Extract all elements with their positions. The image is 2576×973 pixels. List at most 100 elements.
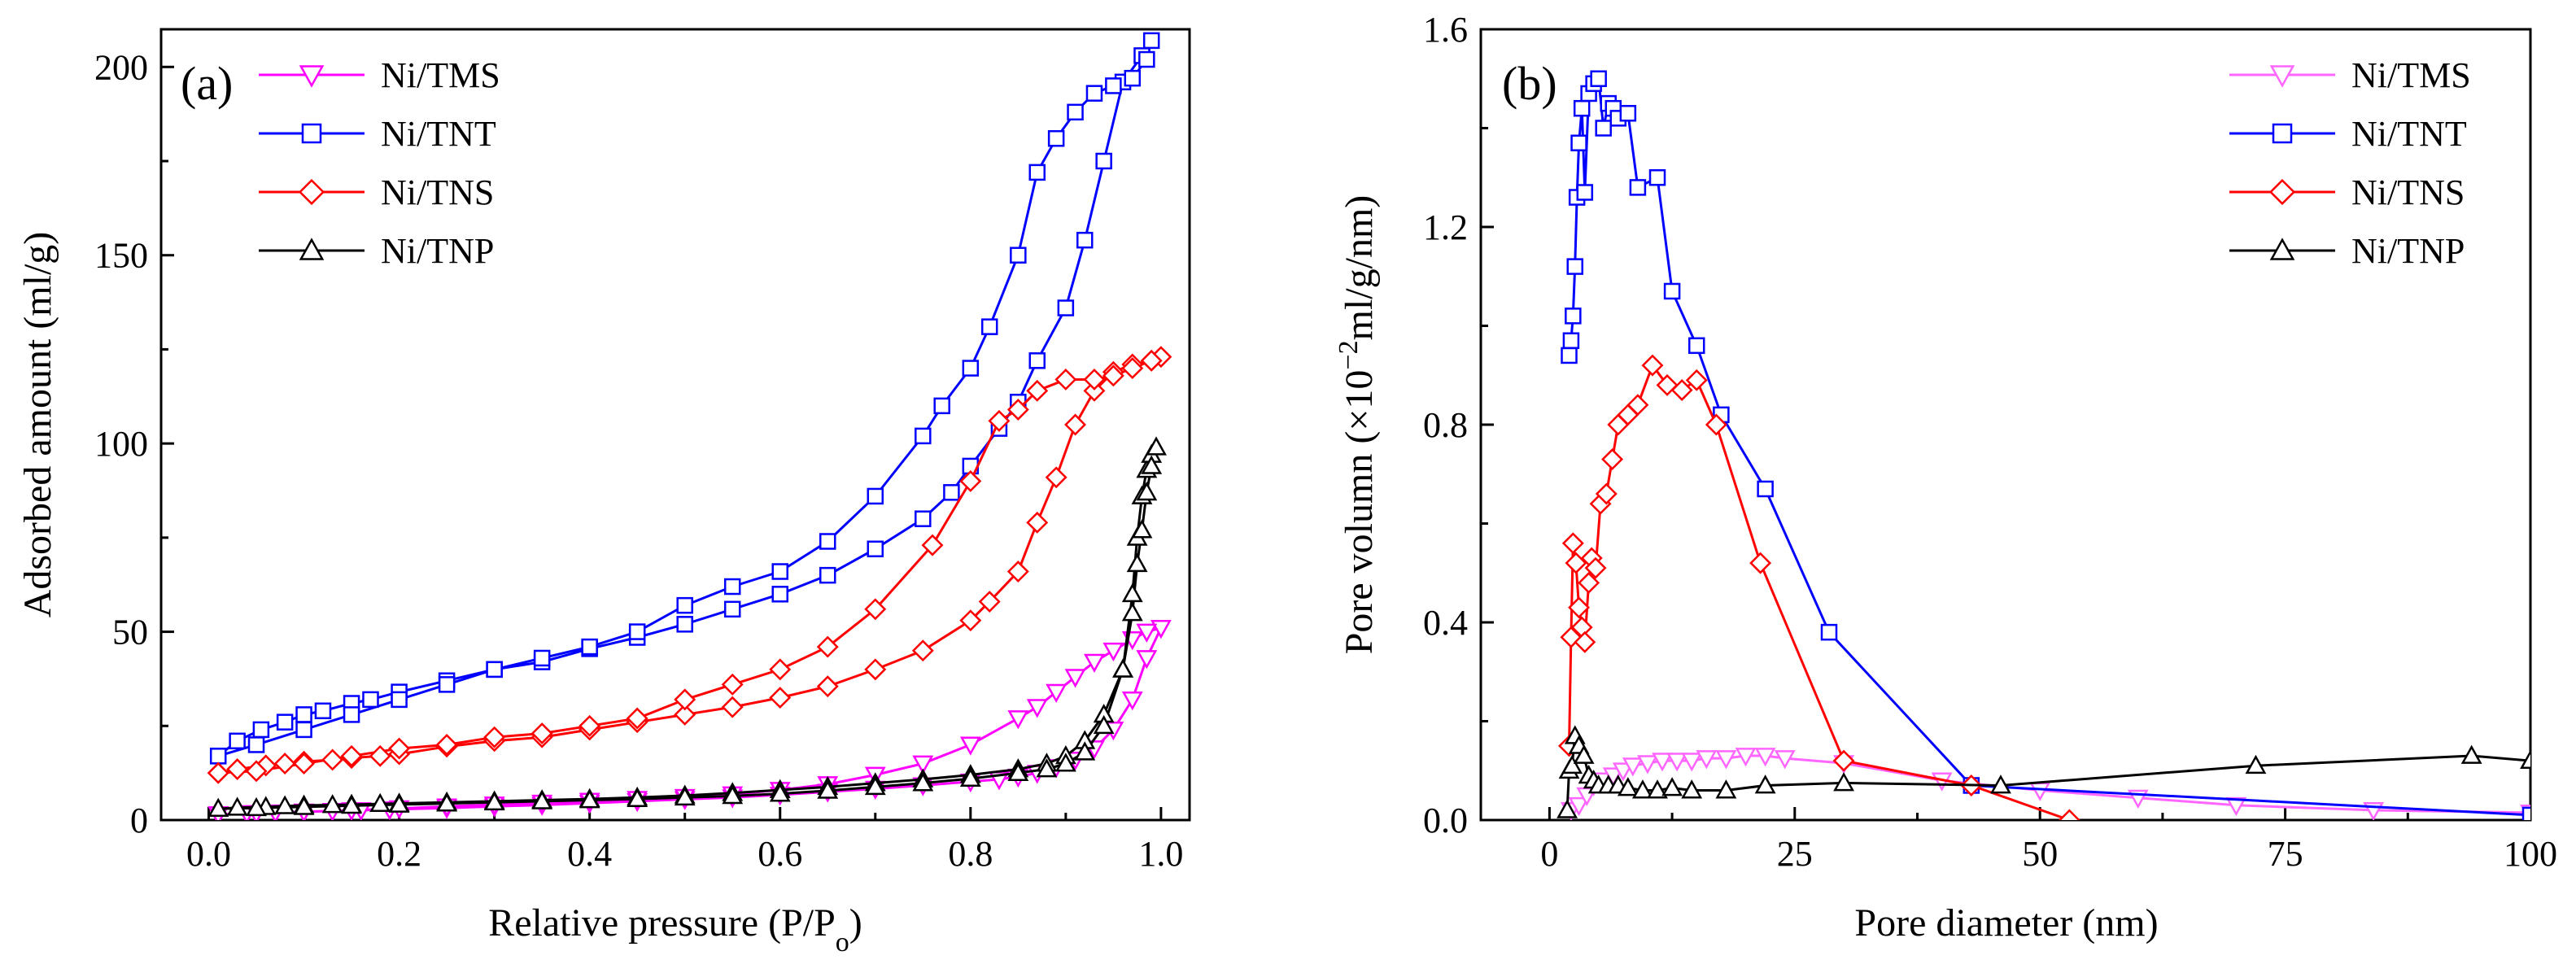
data-point-ni-tnp xyxy=(2520,749,2530,769)
legend-item-ni-tms: Ni/TMS xyxy=(2229,55,2471,95)
data-point-ni-tnt xyxy=(1067,103,1084,121)
data-point-ni-tns xyxy=(1560,626,1583,648)
data-point-ni-tnt xyxy=(1570,134,1587,151)
data-point-ni-tnt xyxy=(962,360,980,377)
data-point-ni-tns xyxy=(1083,379,1106,402)
data-point-ni-tnp xyxy=(769,783,791,802)
data-point-ni-tnt xyxy=(915,510,932,527)
data-point-ni-tns xyxy=(721,673,744,696)
data-point-ni-tnt xyxy=(1566,258,1583,275)
data-point-ni-tms xyxy=(1150,620,1172,639)
data-point-ni-tns xyxy=(864,658,887,681)
data-point-ni-tnt xyxy=(723,578,741,596)
data-point-ni-tnp xyxy=(579,789,600,809)
data-point-ni-tns xyxy=(978,591,1001,613)
y-tick-label: 0.8 xyxy=(1423,405,1468,445)
data-point-ni-tnt xyxy=(295,706,312,723)
series-ni-tns xyxy=(1558,354,2080,820)
series-line-ni-tns xyxy=(1568,362,2070,820)
data-point-ni-tnp xyxy=(1557,799,1578,818)
data-point-ni-tnp xyxy=(1131,519,1153,539)
data-point-ni-tnp xyxy=(912,772,934,792)
series-ni-tnp xyxy=(207,436,1167,818)
data-point-ni-tns xyxy=(1749,552,1772,574)
data-point-ni-tnt xyxy=(2521,806,2530,820)
data-point-ni-tns xyxy=(483,726,506,748)
legend-label: Ni/TNT xyxy=(2351,114,2467,154)
data-point-ni-tms xyxy=(1136,650,1158,670)
data-point-ni-tnt xyxy=(1573,99,1591,117)
data-point-ni-tns xyxy=(293,753,316,775)
data-point-ni-tms xyxy=(1136,623,1158,643)
data-point-ni-tns xyxy=(959,469,982,492)
series-ni-tns xyxy=(207,346,1172,784)
panel-a-series xyxy=(207,32,1172,820)
data-point-ni-tnp xyxy=(1121,602,1143,622)
data-point-ni-tns xyxy=(988,409,1011,432)
data-point-ni-tnp xyxy=(1036,758,1058,778)
data-point-ni-tnt xyxy=(1595,120,1612,137)
data-point-ni-tns xyxy=(226,758,249,780)
legend-item-ni-tnt: Ni/TNT xyxy=(259,114,496,154)
data-point-ni-tnt xyxy=(1028,352,1046,369)
panel-a-legend: Ni/TMS Ni/TNT Ni/TNS Ni/TNP xyxy=(259,55,500,271)
data-point-ni-tms xyxy=(1084,653,1105,673)
data-point-ni-tns xyxy=(1140,349,1163,372)
data-point-ni-tnt xyxy=(1047,129,1065,147)
data-point-ni-tns xyxy=(1006,399,1029,421)
data-point-ni-tnp xyxy=(1141,455,1163,474)
data-point-ni-tms xyxy=(1666,753,1688,772)
data-point-ni-tnt xyxy=(1105,77,1122,94)
data-point-ni-tnt xyxy=(247,736,265,753)
data-point-ni-tnp xyxy=(1573,744,1595,764)
data-point-ni-tnt xyxy=(1590,70,1607,87)
legend-label: Ni/TNP xyxy=(2351,231,2465,271)
data-point-ni-tms xyxy=(1696,750,1718,770)
data-point-ni-tns xyxy=(1026,379,1049,402)
data-point-ni-tnp xyxy=(1146,436,1167,456)
data-point-ni-tms xyxy=(1064,669,1086,688)
data-point-ni-tnt xyxy=(1142,32,1160,50)
data-point-ni-tnp xyxy=(722,785,744,805)
data-point-ni-tnt xyxy=(1138,50,1155,68)
data-point-ni-tnt xyxy=(252,721,270,739)
data-point-ni-tns xyxy=(1832,749,1855,772)
legend-label: Ni/TMS xyxy=(381,55,500,95)
data-point-ni-tns xyxy=(769,658,792,681)
data-point-ni-tns xyxy=(1026,511,1049,534)
legend-label: Ni/TMS xyxy=(2351,55,2471,95)
legend-label: Ni/TNS xyxy=(2351,172,2465,212)
data-point-ni-tnt xyxy=(1028,164,1046,181)
data-point-ni-tnp xyxy=(321,794,343,814)
data-point-ni-tnp xyxy=(959,767,981,787)
data-point-ni-tnp xyxy=(1617,777,1639,796)
data-point-ni-tnt xyxy=(771,563,788,580)
data-point-ni-tns xyxy=(721,696,744,718)
data-point-ni-tns xyxy=(1584,556,1607,579)
data-point-ni-tnp xyxy=(864,775,886,796)
data-point-ni-tnt xyxy=(1565,308,1582,325)
x-tick-label: 0.8 xyxy=(948,834,993,874)
x-tick-label: 50 xyxy=(2022,834,2058,874)
data-point-ni-tnt xyxy=(980,318,998,335)
panel-a-ylabel: Adsorbed amount (ml/g) xyxy=(16,232,59,618)
data-point-ni-tns xyxy=(1578,571,1600,594)
data-point-ni-tns xyxy=(911,639,934,662)
data-point-ni-tns xyxy=(769,687,792,709)
legend-marker xyxy=(299,65,325,88)
data-point-ni-tnt xyxy=(1076,231,1094,249)
data-point-ni-tnp xyxy=(1632,779,1653,799)
data-point-ni-tns xyxy=(1045,466,1068,489)
data-point-ni-tns xyxy=(1705,413,1727,436)
data-point-ni-tnt xyxy=(533,649,551,667)
legend-label: Ni/TNT xyxy=(381,114,496,154)
panel-b-xlabel: Pore diameter (nm) xyxy=(1854,901,2158,945)
data-point-ni-tns xyxy=(674,703,696,726)
data-point-ni-tnp xyxy=(369,792,391,812)
data-point-ni-tnp xyxy=(627,788,648,807)
panel-a-label: (a) xyxy=(181,57,233,110)
data-point-ni-tns xyxy=(388,737,411,760)
data-point-ni-tnp xyxy=(2460,744,2482,764)
